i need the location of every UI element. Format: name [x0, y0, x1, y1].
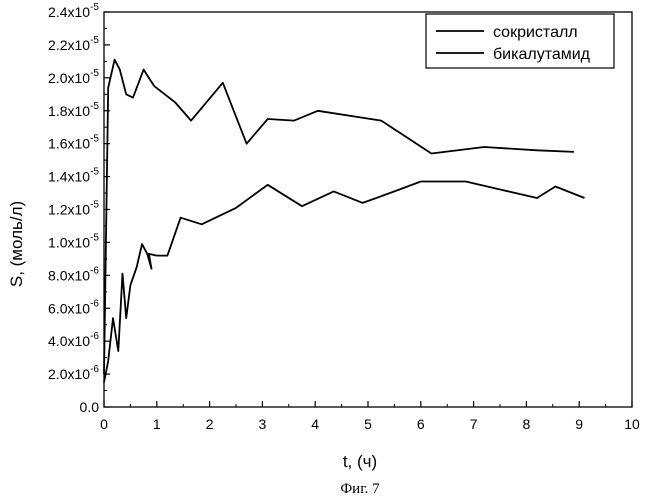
x-tick-label: 5: [364, 416, 372, 432]
y-axis-title: S, (моль/л): [7, 201, 26, 287]
x-axis-title: t, (ч): [343, 452, 377, 471]
x-tick-label: 7: [470, 416, 478, 432]
legend-label: бикалутамид: [493, 46, 591, 63]
y-tick-label: 0.0: [80, 399, 100, 415]
legend: сокристалл бикалутамид: [426, 14, 614, 68]
x-tick-label: 3: [259, 416, 267, 432]
x-tick-label: 8: [523, 416, 531, 432]
x-tick-label: 0: [100, 416, 108, 432]
x-tick-label: 9: [575, 416, 583, 432]
x-tick-label: 4: [311, 416, 319, 432]
figure-caption: Фиг. 7: [340, 481, 380, 497]
x-tick-label: 1: [153, 416, 161, 432]
x-tick-label: 6: [417, 416, 425, 432]
x-tick-label: 10: [624, 416, 640, 432]
x-tick-label: 2: [206, 416, 214, 432]
legend-label: сокристалл: [493, 24, 578, 41]
